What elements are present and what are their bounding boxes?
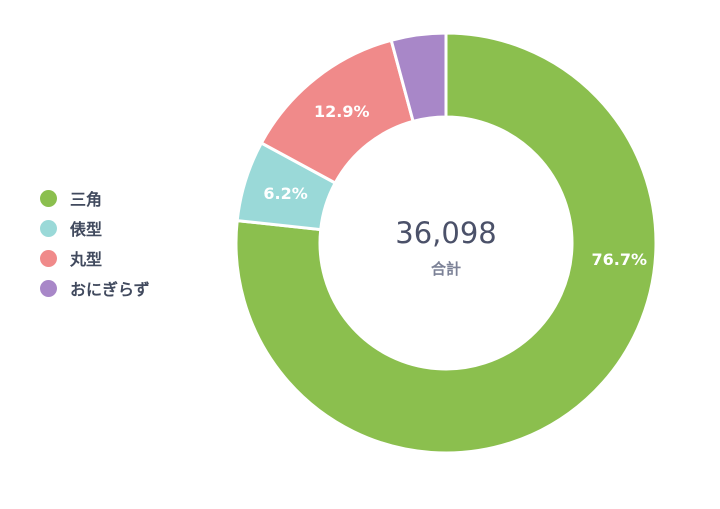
legend-label: 三角 bbox=[70, 190, 103, 209]
legend-item-onigirazu[interactable]: おにぎらず bbox=[40, 278, 150, 299]
legend-swatch bbox=[40, 189, 57, 207]
legend-swatch bbox=[40, 249, 57, 267]
legend-swatch bbox=[40, 279, 57, 297]
donut-slices bbox=[234, 31, 658, 455]
legend: 三角 俵型 丸型 おにぎらず bbox=[40, 188, 150, 299]
donut-slice-labels: 76.7% 6.2% 12.9% bbox=[263, 102, 647, 269]
slice-label: 12.9% bbox=[314, 102, 370, 121]
center-total: 36,098 bbox=[395, 216, 496, 250]
slice-onigirazu[interactable] bbox=[389, 31, 448, 124]
legend-item-sankaku[interactable]: 三角 bbox=[40, 188, 150, 209]
slice-sankaku[interactable] bbox=[234, 31, 658, 455]
legend-item-marugata[interactable]: 丸型 bbox=[40, 248, 150, 269]
legend-label: 丸型 bbox=[70, 250, 103, 269]
slice-label: 6.2% bbox=[263, 184, 307, 203]
legend-label: 俵型 bbox=[70, 220, 103, 239]
legend-swatch bbox=[40, 219, 57, 237]
center-caption: 合計 bbox=[430, 260, 461, 278]
legend-label: おにぎらず bbox=[70, 280, 150, 299]
legend-item-tawaragata[interactable]: 俵型 bbox=[40, 218, 150, 239]
slice-label: 76.7% bbox=[592, 250, 648, 269]
